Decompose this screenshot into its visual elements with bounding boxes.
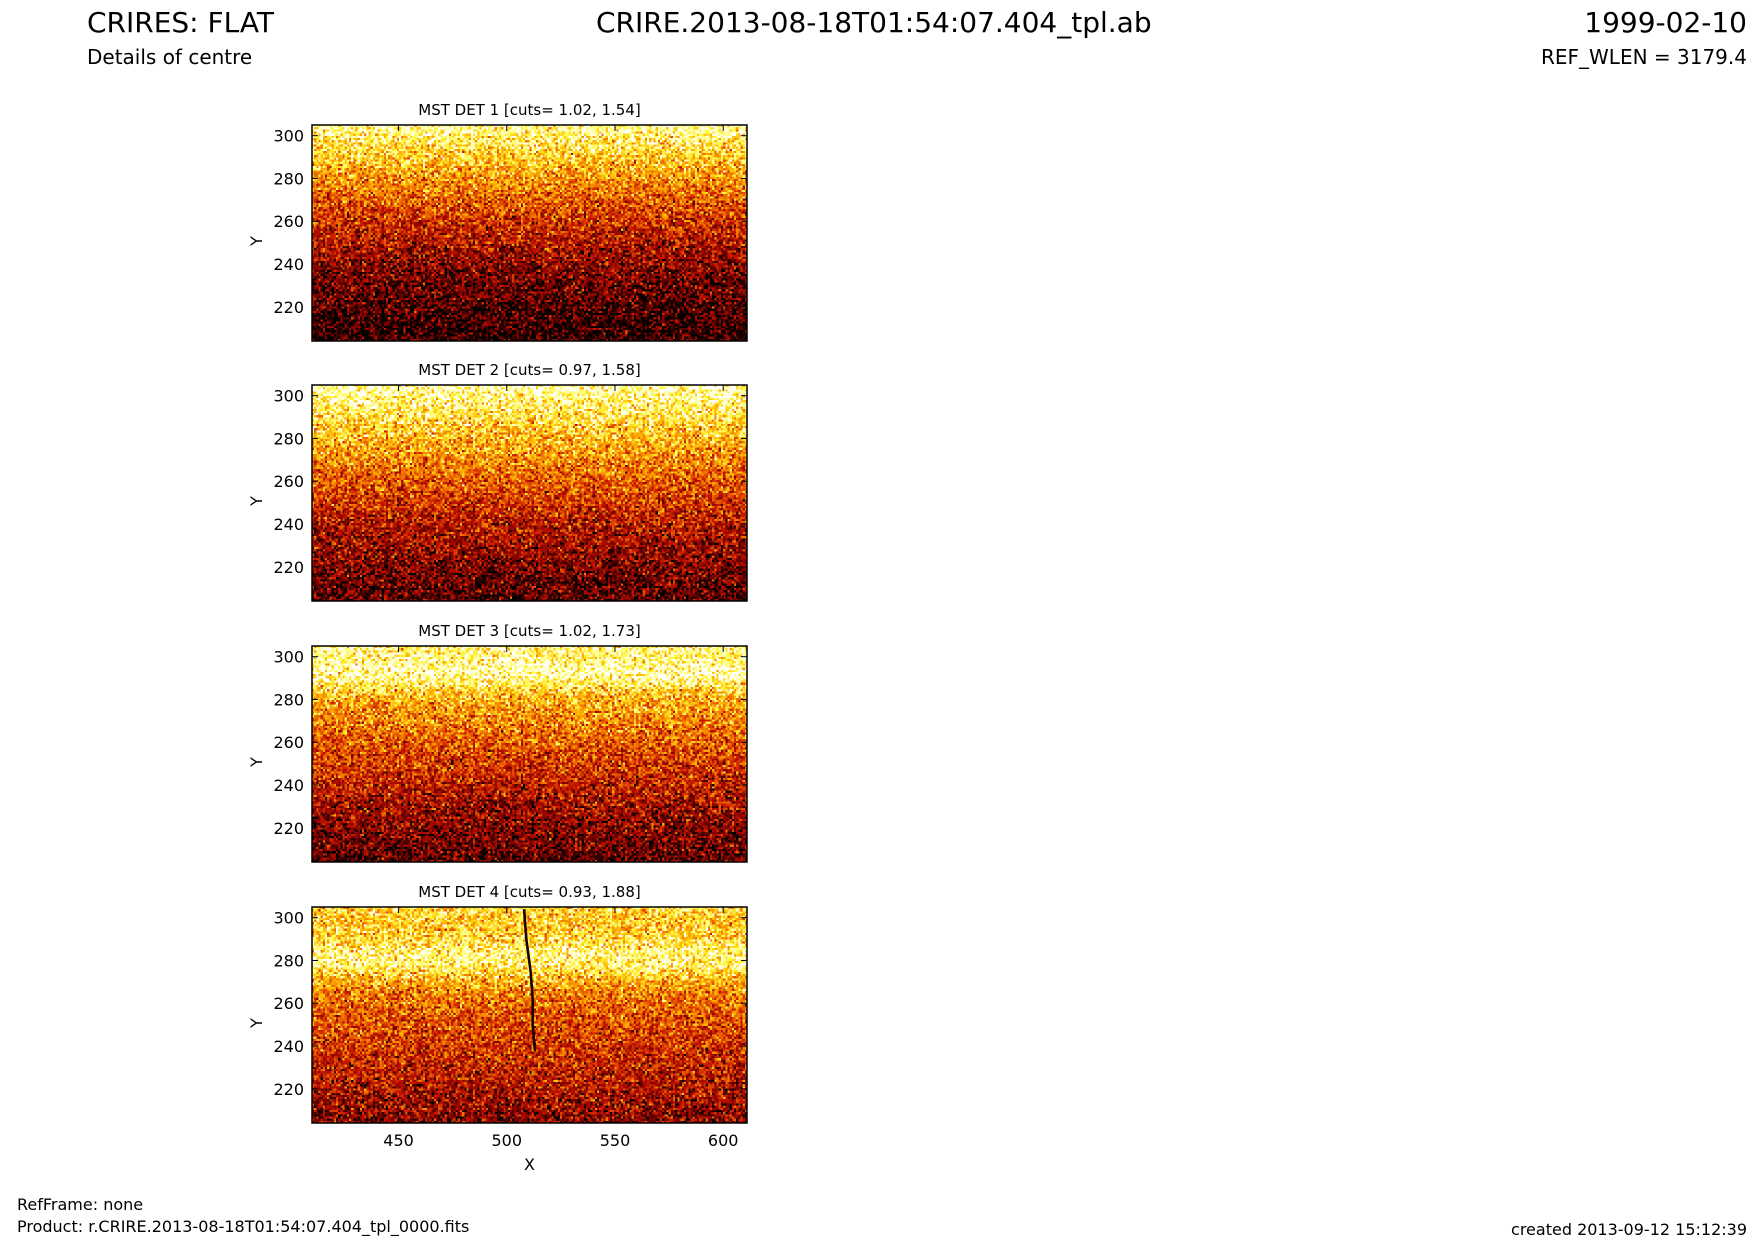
x-tick-label: 500 [492,1131,523,1150]
detector-panel-2: MST DET 2 [cuts= 0.97, 1.58] 220 240 260 280… [247,361,748,602]
y-tick-label: 280 [273,690,304,709]
y-tick-label: 220 [273,298,304,317]
y-tick-label: 220 [273,1080,304,1099]
page-title: CRIRES: FLAT [87,6,274,39]
panel-title-4: MST DET 4 [cuts= 0.93, 1.88] [418,883,641,901]
y-tick-label: 260 [273,472,304,491]
x-axis-label: X [524,1155,535,1174]
detector-panel-1: MST DET 1 [cuts= 1.02, 1.54] 220 240 260 280… [247,101,748,342]
y-tick-label: 300 [273,909,304,928]
y-axis-label: Y [247,1018,266,1029]
x-tick-label: 450 [383,1131,414,1150]
x-tick-label: 600 [708,1131,739,1150]
y-tick-label: 300 [273,127,304,146]
ref-frame-label: RefFrame: none [17,1195,144,1214]
observation-date: 1999-02-10 [1584,6,1747,39]
y-tick-label: 220 [273,819,304,838]
y-tick-label: 240 [273,515,304,534]
y-tick-label: 300 [273,648,304,667]
y-tick-label: 260 [273,733,304,752]
panel-frame-1 [311,124,748,342]
reference-wavelength: REF_WLEN = 3179.4 [1540,45,1747,69]
panel-frame-3 [311,645,748,863]
panel-title-2: MST DET 2 [cuts= 0.97, 1.58] [418,361,641,379]
detector-panel-3: MST DET 3 [cuts= 1.02, 1.73] 220 240 260 280… [247,622,748,863]
page-subtitle: Details of centre [87,45,253,69]
y-tick-label: 260 [273,994,304,1013]
y-axis-label: Y [247,496,266,507]
panel-title-3: MST DET 3 [cuts= 1.02, 1.73] [418,622,641,640]
panel-title-1: MST DET 1 [cuts= 1.02, 1.54] [418,101,641,119]
y-axis-label: Y [247,757,266,768]
y-axis-label: Y [247,236,266,247]
y-tick-label: 240 [273,1037,304,1056]
y-tick-label: 280 [273,429,304,448]
panel-frame-2 [311,384,748,602]
created-timestamp: created 2013-09-12 15:12:39 [1511,1220,1747,1239]
detector-panel-4: MST DET 4 [cuts= 0.93, 1.88] 220 240 260 280… [247,883,748,1174]
y-tick-label: 240 [273,255,304,274]
panel-frame-4 [311,906,748,1124]
y-tick-label: 280 [273,951,304,970]
y-tick-label: 240 [273,776,304,795]
detector-image-1 [312,125,747,341]
x-tick-label: 550 [600,1131,631,1150]
detector-image-3 [312,646,747,862]
detector-image-4 [312,907,747,1123]
y-tick-label: 220 [273,558,304,577]
y-tick-label: 280 [273,169,304,188]
y-tick-label: 260 [273,212,304,231]
dark-streak-4-0 [522,909,537,1051]
detector-image-2 [312,385,747,601]
y-tick-label: 300 [273,387,304,406]
file-name: CRIRE.2013-08-18T01:54:07.404_tpl.ab [596,6,1152,39]
product-label: Product: r.CRIRE.2013-08-18T01:54:07.404… [17,1217,470,1236]
